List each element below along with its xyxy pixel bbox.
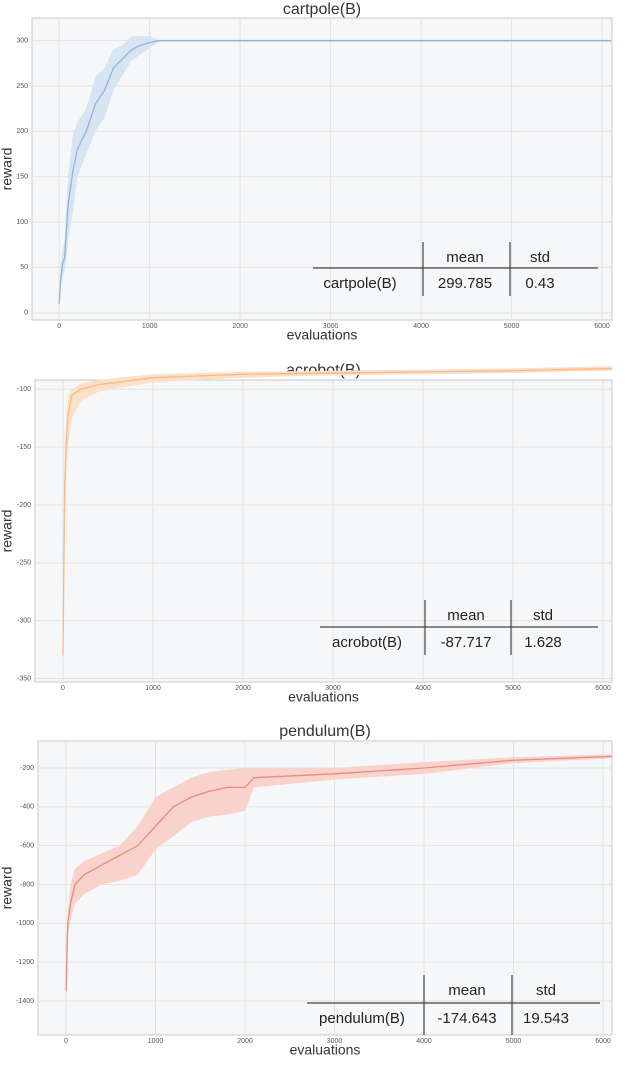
y-axis-label: reward: [0, 867, 15, 910]
table-cell: 299.785: [438, 275, 492, 292]
y-tick-label: -1200: [16, 959, 34, 966]
y-tick-label: -250: [17, 560, 31, 567]
y-tick-label: 200: [16, 128, 28, 135]
plot-area: [37, 740, 613, 1036]
line: [62, 367, 613, 656]
x-tick-label: 4000: [413, 323, 429, 330]
x-tick-label: 1000: [148, 1038, 164, 1045]
x-tick-label: 3000: [325, 685, 341, 692]
table-row-label: cartpole(B): [323, 275, 396, 292]
y-tick-label: 100: [16, 219, 28, 226]
x-tick-label: 3000: [323, 323, 339, 330]
table-cell: 1.628: [524, 634, 562, 651]
y-tick-label: 250: [16, 83, 28, 90]
table-header: mean: [446, 249, 484, 266]
x-tick-label: 5000: [504, 323, 520, 330]
table-header: std: [533, 607, 553, 624]
plot-area: [34, 379, 613, 683]
x-axis-label: evaluations: [287, 327, 358, 343]
x-tick-label: 4000: [416, 1038, 432, 1045]
y-tick-label: -300: [17, 618, 31, 625]
chart-title: pendulum(B): [279, 723, 371, 740]
x-tick-label: 6000: [595, 1038, 611, 1045]
x-axis-label: evaluations: [288, 689, 359, 705]
y-tick-label: 0: [24, 310, 28, 317]
line: [65, 755, 613, 992]
y-tick-label: -150: [17, 444, 31, 451]
table-cell: 0.43: [525, 275, 554, 292]
line: [58, 40, 612, 304]
table-cell: -87.717: [441, 634, 492, 651]
table-header: std: [530, 249, 550, 266]
x-tick-label: 5000: [506, 1038, 522, 1045]
y-tick-label: -200: [17, 502, 31, 509]
x-tick-label: 6000: [594, 323, 610, 330]
x-tick-label: 0: [64, 1038, 68, 1045]
y-axis-label: reward: [0, 148, 15, 191]
x-tick-label: 1000: [145, 685, 161, 692]
x-tick-label: 0: [61, 685, 65, 692]
y-tick-label: -350: [17, 675, 31, 682]
y-tick-label: -1400: [16, 998, 34, 1005]
x-tick-label: 4000: [415, 685, 431, 692]
chart-title: cartpole(B): [283, 1, 361, 18]
x-axis-label: evaluations: [290, 1042, 361, 1058]
table-header: mean: [447, 607, 485, 624]
x-tick-label: 3000: [327, 1038, 343, 1045]
x-tick-label: 2000: [235, 685, 251, 692]
table-header: std: [536, 982, 556, 999]
table-cell: 19.543: [523, 1010, 569, 1027]
x-tick-label: 0: [57, 323, 61, 330]
x-tick-label: 2000: [237, 1038, 253, 1045]
table-row-label: acrobot(B): [332, 634, 402, 651]
y-tick-label: -400: [20, 804, 34, 811]
y-tick-label: -100: [17, 386, 31, 393]
x-tick-label: 5000: [505, 685, 521, 692]
y-tick-label: 50: [20, 264, 28, 271]
y-tick-label: -200: [20, 765, 34, 772]
y-tick-label: -600: [20, 843, 34, 850]
x-tick-label: 6000: [595, 685, 611, 692]
y-axis-label: reward: [0, 510, 15, 553]
plot-area: [31, 17, 613, 321]
y-tick-label: -800: [20, 881, 34, 888]
confidence-band: [66, 754, 613, 1002]
table-header: mean: [448, 982, 486, 999]
confidence-band: [59, 36, 612, 309]
y-tick-label: 300: [16, 38, 28, 45]
x-tick-label: 1000: [142, 323, 158, 330]
y-tick-label: -1000: [16, 920, 34, 927]
y-tick-label: 150: [16, 174, 28, 181]
table-row-label: pendulum(B): [319, 1010, 405, 1027]
table-cell: -174.643: [437, 1010, 496, 1027]
x-tick-label: 2000: [232, 323, 248, 330]
